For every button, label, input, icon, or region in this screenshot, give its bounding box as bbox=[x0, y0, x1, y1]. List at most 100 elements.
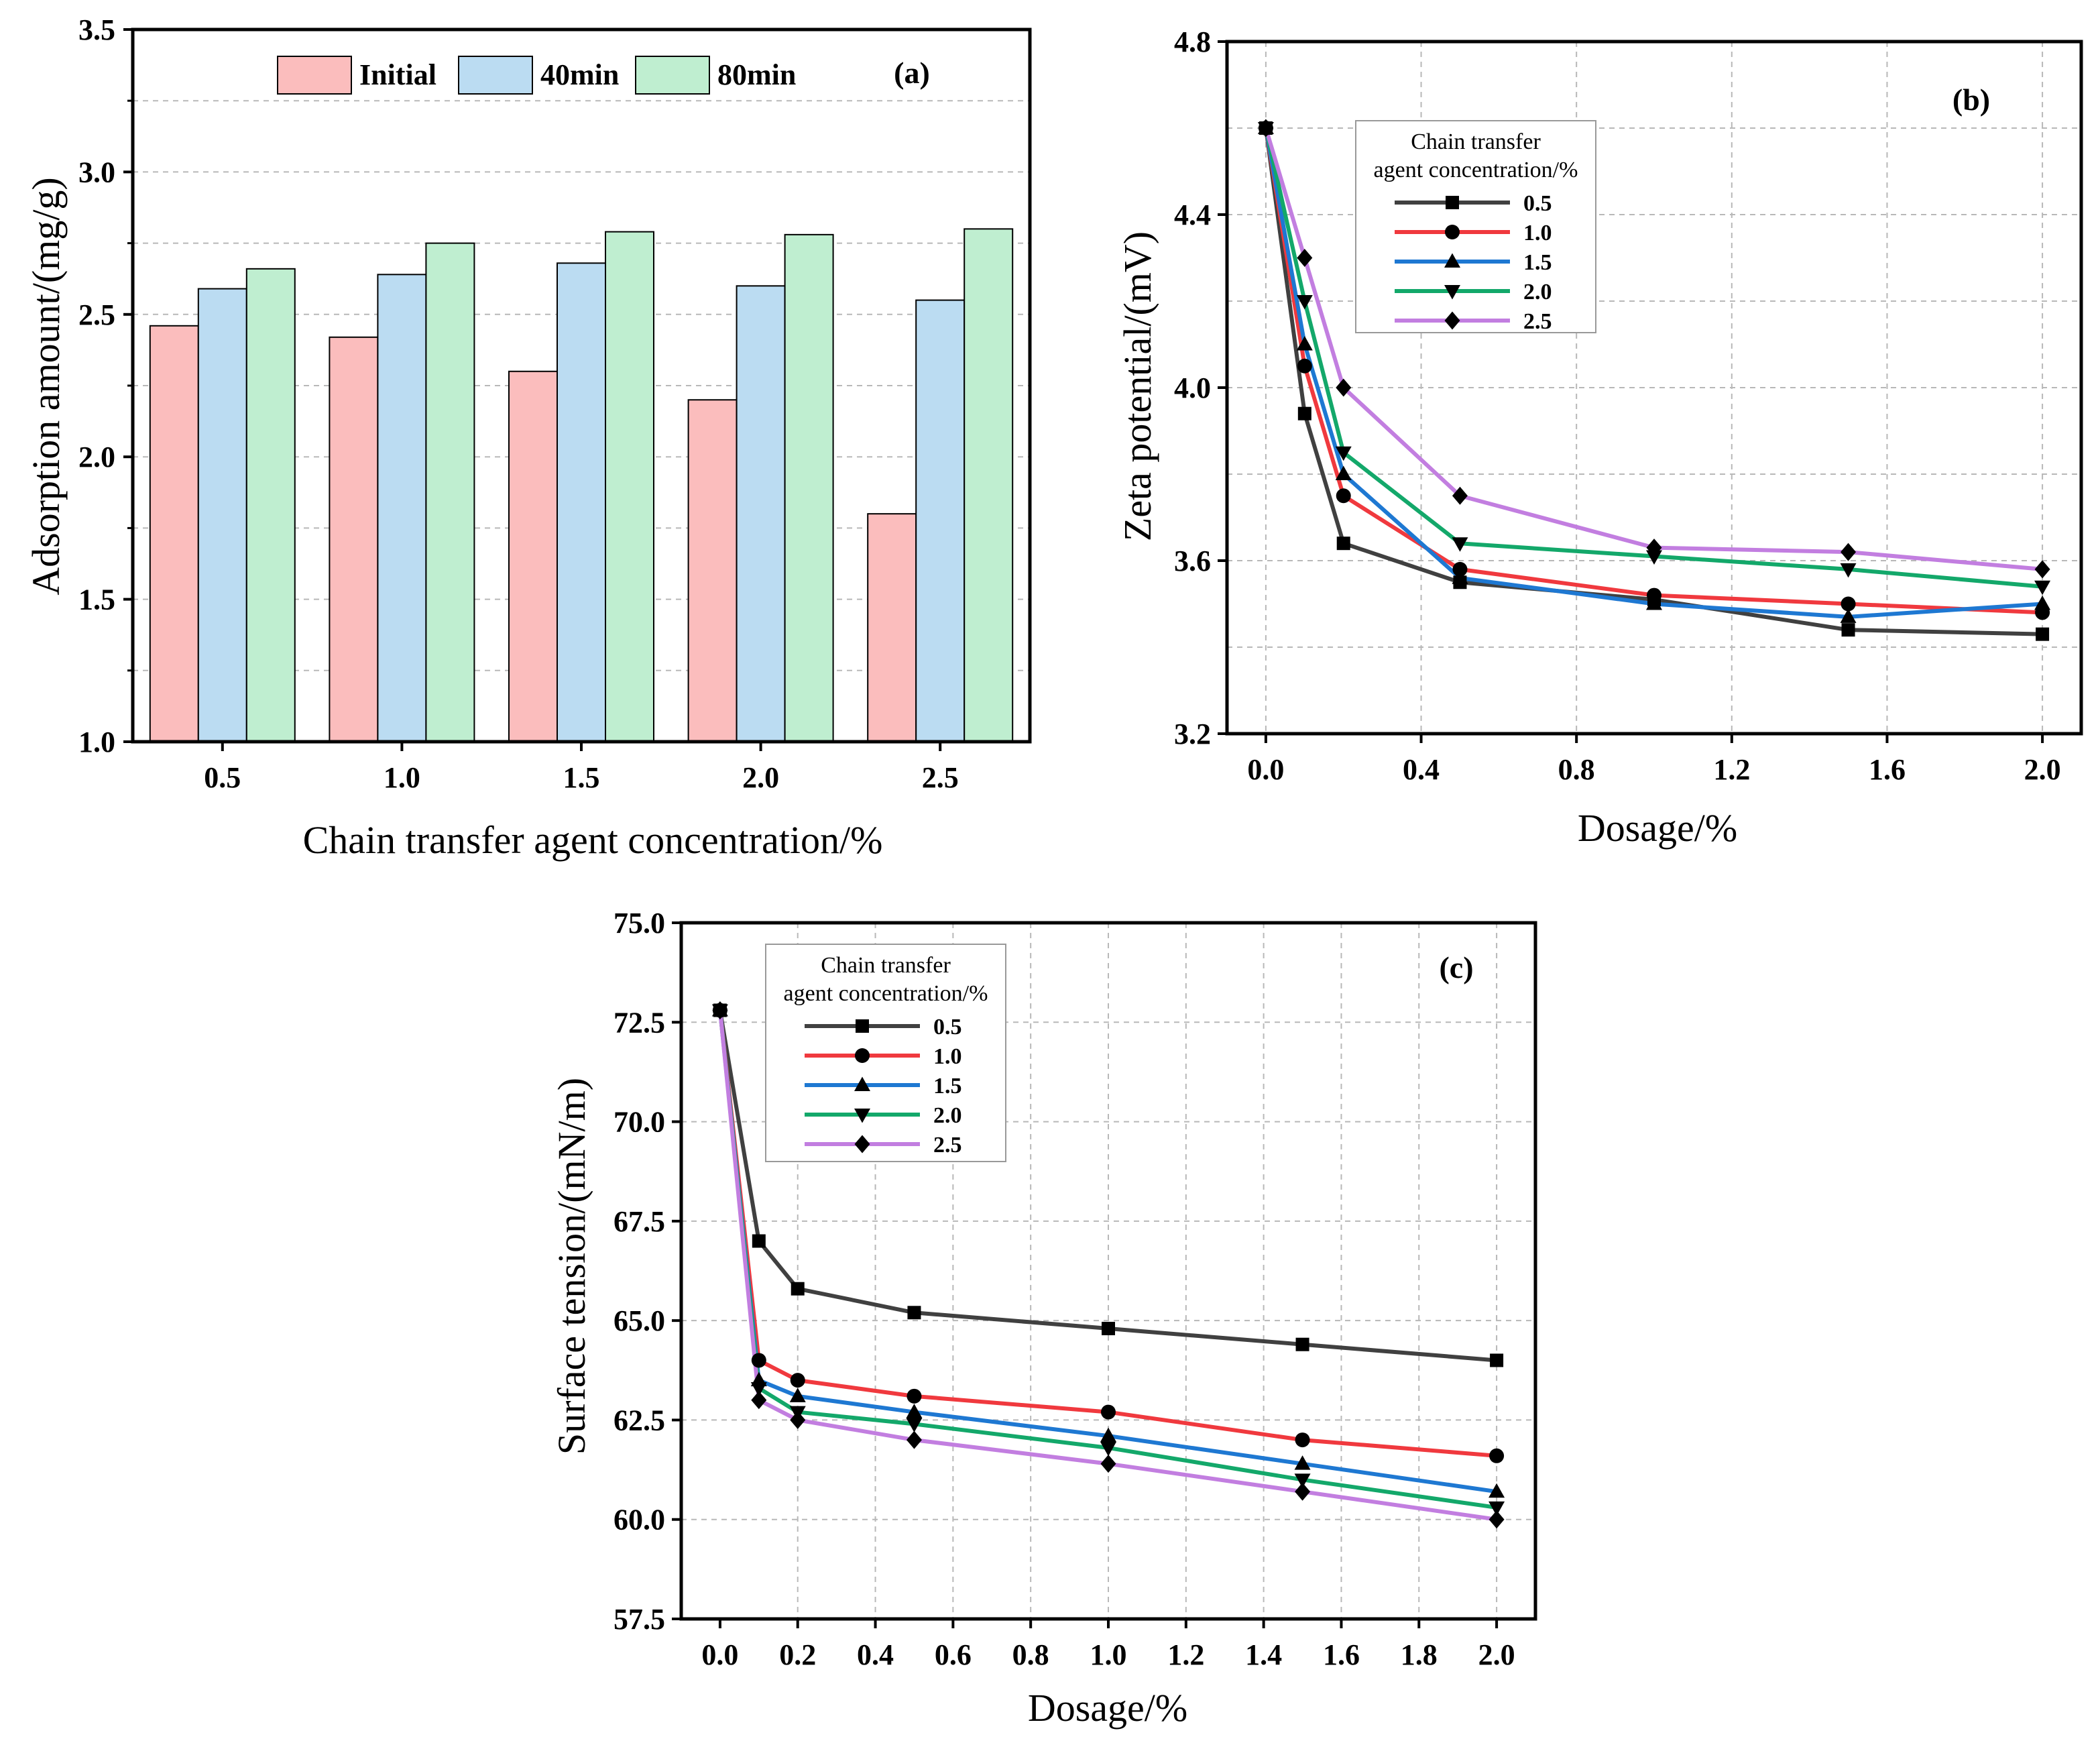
y-tick-label: 4.4 bbox=[1174, 199, 1211, 231]
data-point-2.0 bbox=[1294, 1473, 1311, 1488]
data-point-1.5 bbox=[1646, 596, 1662, 610]
data-point-2.0 bbox=[1646, 550, 1662, 565]
y-tick-label: 3.0 bbox=[78, 156, 115, 188]
bar-40min-1.0 bbox=[377, 274, 427, 742]
x-tick-label: 0.5 bbox=[204, 761, 241, 794]
bar-80min-1.0 bbox=[425, 242, 475, 743]
data-point-1.5 bbox=[1452, 569, 1468, 584]
bar-80min-2.0 bbox=[784, 233, 834, 742]
x-tick-label: 1.2 bbox=[1167, 1638, 1204, 1671]
data-point-2.0 bbox=[1840, 563, 1857, 578]
legend-marker-1.5 bbox=[854, 1076, 870, 1091]
legend-marker-0.5 bbox=[856, 1019, 869, 1033]
data-point-2.5 bbox=[1258, 119, 1274, 137]
legend-label-Initial: Initial bbox=[359, 58, 436, 91]
data-point-1.5 bbox=[906, 1404, 923, 1418]
y-tick-label: 2.0 bbox=[78, 441, 115, 473]
bar-40min-0.5 bbox=[197, 288, 247, 742]
x-tick-label: 1.8 bbox=[1401, 1638, 1438, 1671]
data-point-2.0 bbox=[1489, 1501, 1505, 1516]
y-tick-label: 62.5 bbox=[614, 1404, 665, 1436]
legend-marker-1.5 bbox=[1444, 253, 1460, 268]
y-tick-label: 1.0 bbox=[78, 726, 115, 758]
data-point-1.5 bbox=[1335, 465, 1352, 480]
y-tick-label: 3.2 bbox=[1174, 718, 1211, 750]
y-tick-label: 72.5 bbox=[614, 1006, 665, 1039]
data-point-1.0 bbox=[790, 1373, 805, 1388]
data-point-2.5 bbox=[1489, 1510, 1505, 1529]
legend-marker-1.0 bbox=[855, 1048, 870, 1063]
bar-80min-0.5 bbox=[245, 268, 296, 743]
legend-marker-0.5 bbox=[1446, 196, 1459, 209]
y-tick-label: 75.0 bbox=[614, 907, 665, 940]
legend-title: Chain transfer bbox=[1411, 129, 1541, 154]
plot-frame bbox=[131, 27, 1032, 744]
data-point-1.5 bbox=[1294, 1455, 1311, 1470]
data-point-0.5 bbox=[1297, 406, 1311, 420]
x-tick-label: 2.5 bbox=[922, 761, 959, 794]
data-point-2.5 bbox=[1100, 1455, 1116, 1473]
bar-Initial-0.5 bbox=[149, 325, 199, 742]
bar-40min-2.5 bbox=[915, 299, 966, 742]
data-point-0.5 bbox=[907, 1306, 921, 1320]
data-point-2.5 bbox=[2034, 560, 2050, 579]
bar-80min-2.5 bbox=[964, 228, 1014, 742]
data-point-1.0 bbox=[1841, 596, 1856, 612]
data-point-1.0 bbox=[907, 1388, 922, 1404]
data-point-0.5 bbox=[1295, 1337, 1309, 1351]
panel-c-x-axis-title: Dosage/% bbox=[1028, 1686, 1187, 1730]
legend-label-2.0: 2.0 bbox=[1523, 280, 1552, 304]
x-tick-label: 1.6 bbox=[1323, 1638, 1360, 1671]
panel-b-label: (b) bbox=[1952, 82, 1990, 117]
legend-label-0.5: 0.5 bbox=[933, 1015, 962, 1039]
legend-label-1.5: 1.5 bbox=[1523, 250, 1552, 275]
bar-80min-1.5 bbox=[605, 231, 654, 743]
legend-marker-2.5 bbox=[1444, 311, 1460, 330]
data-point-1.5 bbox=[789, 1388, 806, 1402]
data-point-2.5 bbox=[712, 1001, 728, 1019]
data-point-2.0 bbox=[2034, 580, 2051, 596]
legend-label-80min: 80min bbox=[717, 58, 796, 91]
y-tick-label: 3.5 bbox=[78, 13, 115, 46]
legend-swatch-80min bbox=[635, 56, 710, 95]
legend-label-2.0: 2.0 bbox=[933, 1103, 962, 1128]
data-point-0.5 bbox=[752, 1234, 766, 1248]
y-tick-label: 3.6 bbox=[1174, 545, 1211, 577]
data-point-2.5 bbox=[1646, 539, 1662, 557]
legend-marker-1.0 bbox=[1445, 225, 1460, 239]
data-point-0.5 bbox=[1102, 1322, 1115, 1336]
x-tick-label: 1.5 bbox=[563, 761, 600, 794]
x-tick-label: 1.0 bbox=[1090, 1638, 1127, 1671]
data-point-1.5 bbox=[1100, 1427, 1116, 1443]
panel-a-y-axis-title: Adsorption amount/(mg/g) bbox=[24, 177, 68, 595]
data-point-2.0 bbox=[750, 1382, 767, 1397]
y-tick-label: 67.5 bbox=[614, 1205, 665, 1238]
plot-frame bbox=[1225, 40, 2083, 736]
legend-label-2.5: 2.5 bbox=[1523, 309, 1552, 334]
y-tick-label: 57.5 bbox=[614, 1603, 665, 1636]
data-point-1.0 bbox=[1101, 1404, 1116, 1420]
panel-a-x-axis-title: Chain transfer agent concentration/% bbox=[303, 818, 883, 862]
x-tick-label: 0.6 bbox=[935, 1638, 972, 1671]
data-point-2.5 bbox=[751, 1391, 767, 1410]
panel-c-y-axis-title: Surface tension/(mN/m) bbox=[550, 1078, 593, 1455]
data-point-1.0 bbox=[1336, 488, 1351, 504]
legend-marker-2.5 bbox=[854, 1135, 870, 1153]
x-tick-label: 1.4 bbox=[1245, 1638, 1282, 1671]
bar-40min-1.5 bbox=[557, 262, 606, 742]
x-tick-label: 1.2 bbox=[1713, 753, 1750, 786]
y-tick-label: 70.0 bbox=[614, 1106, 665, 1139]
x-tick-label: 2.0 bbox=[1478, 1638, 1515, 1671]
data-point-2.5 bbox=[1297, 249, 1313, 267]
data-point-1.0 bbox=[1647, 587, 1661, 603]
y-tick-label: 4.0 bbox=[1174, 372, 1211, 404]
legend-label-40min: 40min bbox=[540, 58, 619, 91]
data-point-2.0 bbox=[1296, 295, 1313, 310]
panel-c-label: (c) bbox=[1439, 950, 1473, 984]
x-tick-label: 1.6 bbox=[1869, 753, 1906, 786]
data-point-2.5 bbox=[1841, 543, 1857, 561]
data-point-1.0 bbox=[1489, 1448, 1505, 1463]
panel-a-label: (a) bbox=[894, 56, 930, 90]
data-point-2.0 bbox=[1335, 446, 1352, 461]
